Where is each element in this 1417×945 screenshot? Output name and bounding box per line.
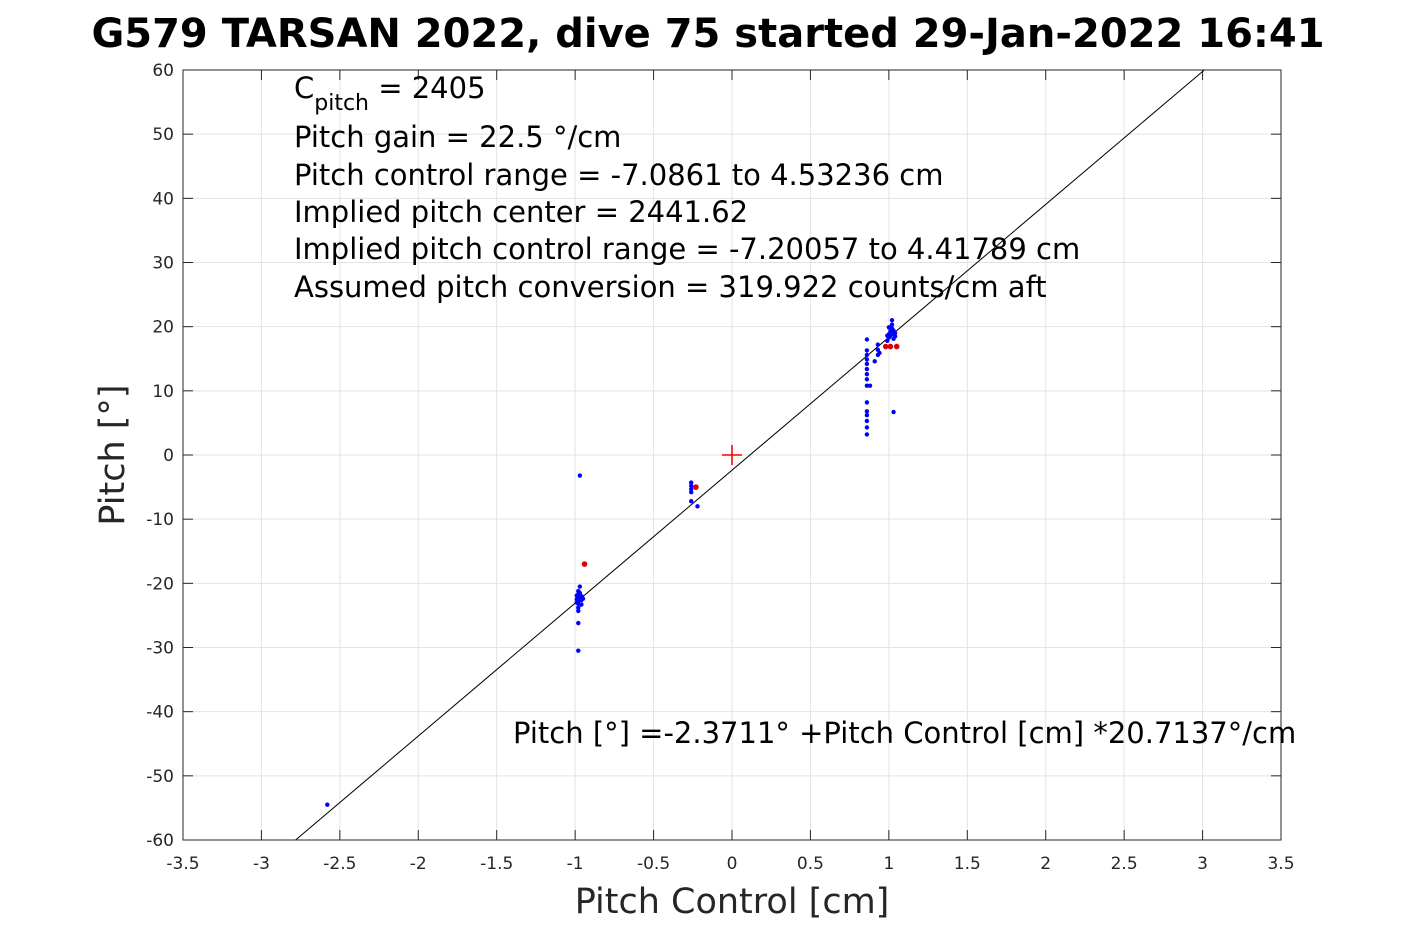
blue-data-point: [579, 602, 584, 607]
blue-data-point: [892, 334, 898, 339]
x-tick-label: -3: [253, 854, 270, 874]
blue-data-point: [325, 802, 330, 807]
blue-data-point: [864, 432, 870, 437]
fit-line: [295, 69, 1205, 841]
y-tick-label: 0: [163, 446, 174, 466]
plot-frame: [182, 69, 1282, 841]
blue-data-point: [889, 322, 895, 327]
x-tick-label: -2: [410, 854, 427, 874]
blue-data-point: [864, 400, 870, 405]
y-tick-label: -60: [146, 831, 174, 851]
blue-data-point: [864, 418, 870, 424]
blue-data-point: [574, 600, 579, 605]
blue-data-point: [864, 366, 870, 372]
blue-data-point: [689, 490, 694, 495]
blue-data-point: [877, 350, 882, 356]
annotation-implied-control-range: Implied pitch control range = -7.20057 t…: [294, 232, 1080, 266]
y-tick-label: 50: [152, 125, 174, 145]
annotation-pitch-control-range: Pitch control range = -7.0861 to 4.53236…: [294, 158, 943, 192]
c-pitch-subscript: pitch: [314, 91, 369, 116]
x-tick-label: 0.5: [797, 854, 824, 874]
y-tick-label: -30: [146, 639, 174, 659]
x-tick-label: 2.5: [1111, 854, 1138, 874]
blue-data-point: [864, 352, 870, 358]
blue-data-point: [864, 409, 870, 414]
x-tick-label: 1: [883, 854, 894, 874]
blue-data-point: [574, 593, 579, 598]
blue-data-point: [892, 330, 898, 336]
blue-data-point: [576, 605, 581, 610]
blue-data-point: [864, 337, 870, 342]
blue-data-point: [864, 377, 870, 382]
blue-data-point: [576, 608, 581, 614]
x-tick-label: 1.5: [954, 854, 981, 874]
x-axis-label: Pitch Control [cm]: [575, 882, 890, 922]
annotation-c-pitch: Cpitch = 2405: [294, 71, 486, 116]
red-data-point: [887, 343, 894, 350]
blue-data-point: [864, 357, 870, 362]
c-pitch-main: C: [294, 71, 314, 105]
blue-data-point: [886, 325, 892, 330]
y-tick-label: 10: [152, 382, 174, 402]
y-tick-label: -10: [146, 510, 174, 530]
y-tick-label: 20: [152, 318, 174, 338]
y-tick-label: -50: [146, 767, 174, 787]
y-tick-label: -20: [146, 574, 174, 594]
blue-data-point: [689, 480, 694, 485]
blue-data-point: [576, 620, 581, 626]
y-tick-label: 60: [152, 61, 174, 81]
blue-data-point: [689, 483, 694, 488]
x-tick-label: -3.5: [166, 854, 199, 874]
x-tick-label: 2: [1040, 854, 1051, 874]
y-axis-label: Pitch [°]: [93, 384, 133, 525]
blue-data-point: [695, 504, 700, 509]
red-data-point: [581, 561, 588, 567]
data-points: [325, 318, 900, 807]
x-tick-label: -0.5: [637, 854, 670, 874]
x-tick-label: 3.5: [1267, 854, 1294, 874]
blue-data-point: [867, 383, 873, 388]
blue-data-point: [576, 648, 581, 653]
blue-data-point: [889, 318, 895, 323]
blue-data-point: [580, 596, 586, 601]
blue-data-point: [577, 584, 583, 589]
chart-title: G579 TARSAN 2022, dive 75 started 29-Jan…: [91, 11, 1324, 57]
annotation-pitch-gain: Pitch gain = 22.5 °/cm: [294, 120, 621, 154]
blue-data-point: [864, 383, 870, 388]
annotation-implied-pitch-center: Implied pitch center = 2441.62: [294, 195, 748, 229]
x-tick-label: 3: [1197, 854, 1208, 874]
blue-data-point: [875, 342, 881, 347]
x-tick-labels: -3.5 -3 -2.5 -2 -1.5 -1 -0.5 0 0.5 1 1.5 2 2.5 3 3.5: [166, 854, 1294, 874]
blue-data-point: [689, 486, 694, 492]
red-data-point: [693, 484, 699, 490]
red-data-point: [882, 343, 889, 350]
x-tick-label: -1.5: [480, 854, 513, 874]
red-data-point: [893, 343, 900, 350]
x-tick-label: -1: [567, 854, 584, 874]
y-tick-label: 30: [152, 254, 174, 274]
c-pitch-value: = 2405: [369, 71, 486, 105]
annotation-pitch-conversion: Assumed pitch conversion = 319.922 count…: [294, 270, 1047, 304]
blue-data-point: [864, 348, 870, 353]
blue-data-point: [864, 413, 870, 418]
y-tick-label: 40: [152, 189, 174, 209]
blue-data-point: [574, 597, 579, 602]
y-tick-labels: -60 -50 -40 -30 -20 -10 0 10 20 30 40 50 60: [146, 61, 174, 851]
blue-data-point: [872, 359, 877, 364]
fit-line-layer: [295, 69, 1205, 841]
blue-data-point: [864, 371, 870, 377]
blue-data-point: [864, 425, 870, 430]
y-tick-label: -40: [146, 703, 174, 723]
annotation-fit-equation: Pitch [°] =-2.3711° +Pitch Control [cm] …: [513, 716, 1296, 750]
blue-data-point: [885, 333, 890, 338]
x-tick-label: -2.5: [323, 854, 356, 874]
blue-data-point: [577, 473, 583, 478]
blue-data-point: [689, 499, 694, 504]
blue-data-point: [891, 409, 896, 415]
x-tick-label: 0: [727, 854, 738, 874]
blue-data-point: [864, 361, 870, 367]
center-marker-layer: [722, 445, 742, 465]
